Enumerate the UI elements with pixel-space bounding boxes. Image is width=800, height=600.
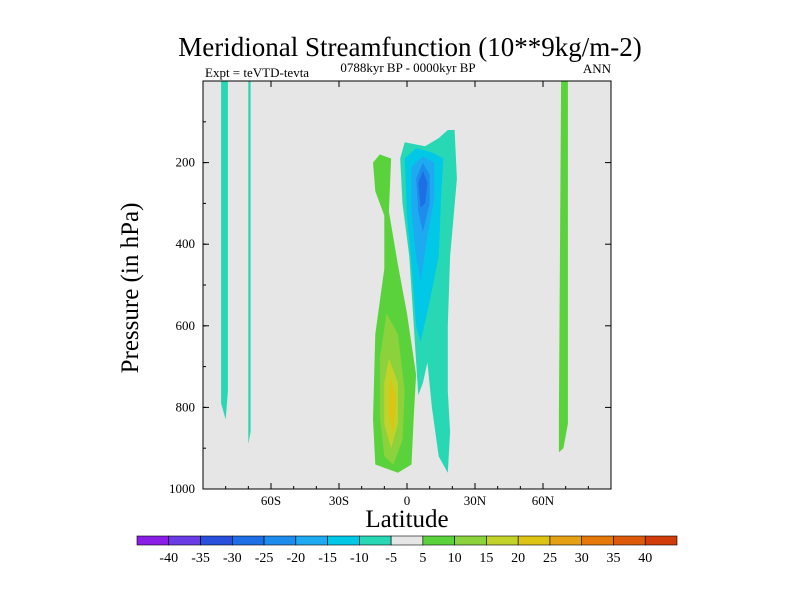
colorbar-label: -40 (159, 551, 178, 566)
y-tick-label: 200 (176, 155, 196, 170)
colorbar-label: 20 (511, 551, 525, 566)
colorbar-box (136, 535, 170, 546)
colorbar-box (644, 535, 678, 546)
contour-region-sh-strip-2 (248, 81, 251, 445)
plot-area: 60S 30S 0 30N 60N 200 400 600 800 1000 (169, 80, 612, 508)
contour-regions (221, 81, 568, 473)
x-ticks: 60S 30S 0 30N 60N (202, 81, 612, 508)
left-string: Expt = teVTD-tevta (205, 65, 309, 80)
colorbar-box (454, 535, 487, 546)
colorbar-label: -35 (191, 551, 210, 566)
colorbar-label: 30 (575, 551, 589, 566)
chart-subtitle: 0788kyr BP - 0000kyr BP (340, 60, 475, 75)
contour-region-negative-25 (418, 170, 428, 208)
colorbar-box (231, 535, 265, 546)
colorbar-box (581, 535, 614, 546)
x-tick-label: 30S (329, 493, 349, 508)
colorbar-label: 5 (419, 551, 426, 566)
colorbar-label: 35 (606, 551, 620, 566)
y-tick-label: 800 (176, 399, 196, 414)
x-tick-label: 30N (464, 493, 487, 508)
y-tick-label: 600 (176, 318, 196, 333)
contour-region-nh-strip (558, 81, 568, 453)
y-axis-label: Pressure (in hPa) (117, 203, 144, 374)
contour-region-sh-strip-1 (221, 81, 228, 420)
right-string: ANN (583, 61, 612, 76)
colorbar-box (200, 535, 233, 546)
colorbar-label: -25 (255, 551, 274, 566)
y-tick-label: 400 (176, 236, 196, 251)
colorbar-label: 25 (543, 551, 557, 566)
colorbar-label: -30 (223, 551, 242, 566)
colorbar-label: -10 (350, 551, 369, 566)
colorbar-box (390, 535, 424, 546)
colorbar-label: -15 (318, 551, 337, 566)
colorbar-label: -5 (385, 551, 397, 566)
y-ticks: 200 400 600 800 1000 (169, 121, 611, 496)
colorbar-box (295, 535, 328, 546)
colorbar-label: -20 (286, 551, 305, 566)
colorbar-box (422, 535, 455, 546)
x-tick-label: 60S (261, 493, 281, 508)
colorbar: -40 -35 -30 -25 -20 -15 -10 -5 5 10 15 20 25 30 35 40 (136, 535, 678, 566)
colorbar-label: 15 (479, 551, 493, 566)
x-tick-label: 0 (404, 493, 411, 508)
colorbar-box (263, 535, 297, 546)
colorbar-box (327, 535, 360, 546)
colorbar-box (359, 535, 392, 546)
colorbar-label: 10 (448, 551, 462, 566)
colorbar-box (168, 535, 201, 546)
x-axis-label: Latitude (365, 506, 448, 533)
colorbar-box (486, 535, 519, 546)
colorbar-box (517, 535, 551, 546)
colorbar-box (549, 535, 583, 546)
colorbar-box (613, 535, 646, 546)
colorbar-label: 40 (638, 551, 652, 566)
chart-title: Meridional Streamfunction (10**9kg/m-2) (178, 32, 641, 62)
x-tick-label: 60N (532, 493, 555, 508)
contour-region-positive-20 (388, 378, 396, 432)
y-tick-label: 1000 (169, 481, 195, 496)
